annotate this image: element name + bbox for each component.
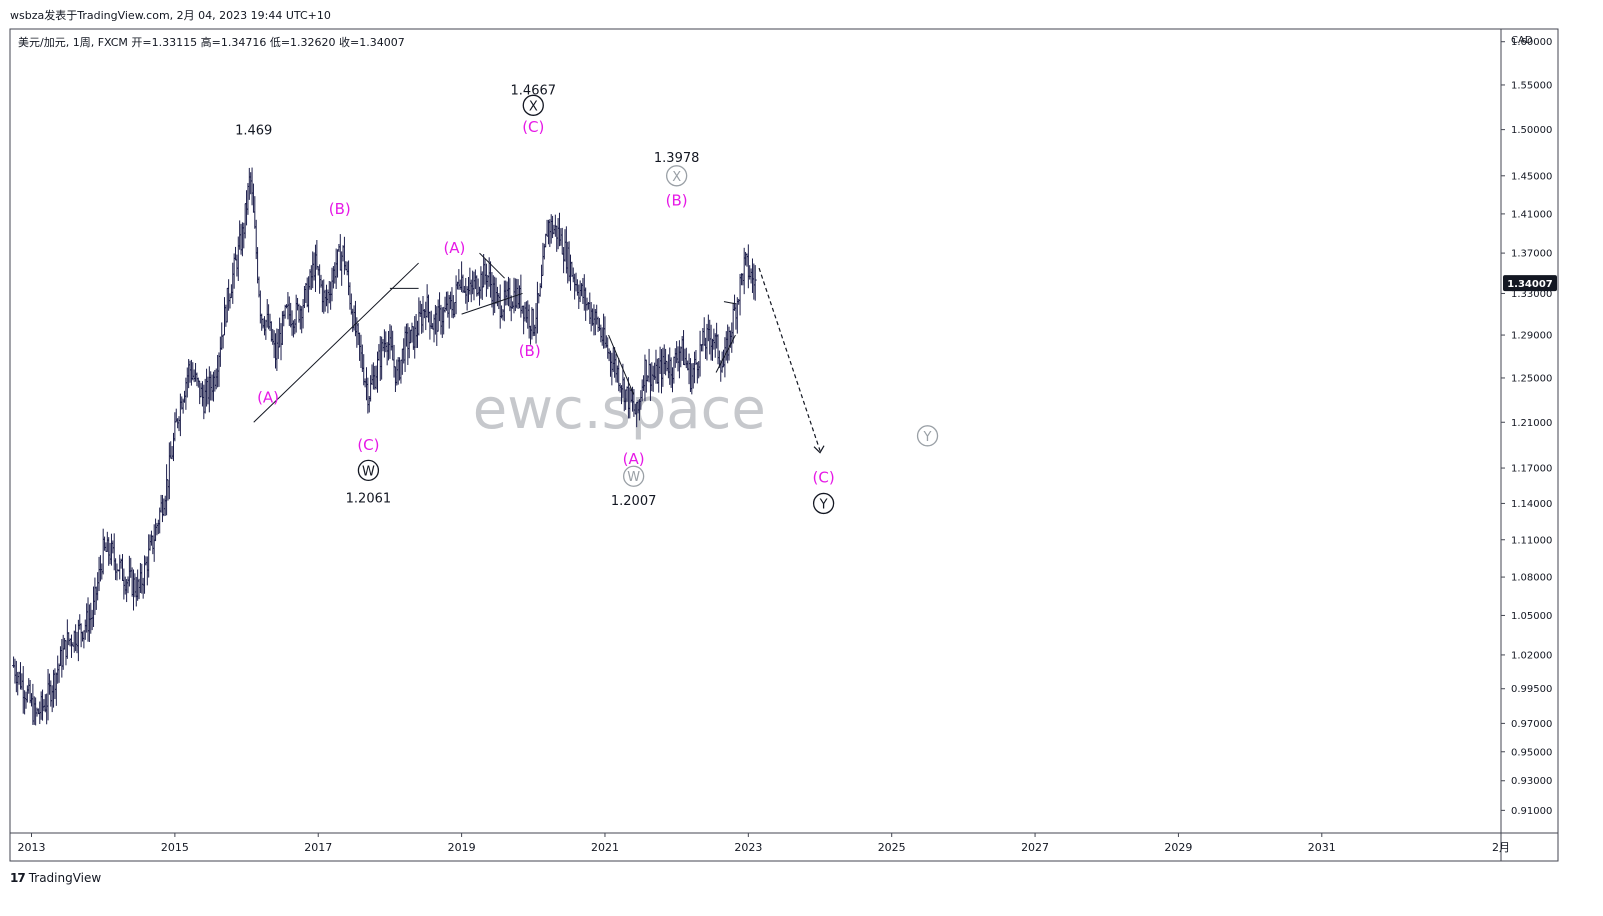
price-annotation: 1.2007: [611, 494, 657, 509]
wave-label: (C): [522, 118, 544, 136]
x-tick-label: 2025: [878, 841, 906, 854]
y-tick-label: 1.14000: [1511, 499, 1552, 510]
wave-trendline: [723, 301, 736, 305]
wave-label: (B): [329, 200, 351, 218]
wave-label: (A): [443, 239, 465, 257]
currency-label: CAD: [1511, 35, 1533, 46]
publisher-name[interactable]: wsbza发表于TradingView.com: [10, 9, 170, 22]
wave-trendline: [253, 262, 419, 423]
x-tick-label: 2023: [734, 841, 762, 854]
wave-circle-marker: [622, 465, 645, 487]
x-tick-label: 2月: [1492, 841, 1510, 854]
x-tick-label: 2027: [1021, 841, 1049, 854]
y-tick-label: 1.45000: [1511, 171, 1552, 182]
y-tick-label: 0.91000: [1511, 806, 1552, 817]
x-tick-label: 2013: [18, 841, 46, 854]
y-tick-label: 1.41000: [1511, 209, 1552, 220]
y-tick-label: 1.60000: [1511, 37, 1552, 48]
symbol-legend: 美元/加元, 1周, FXCM 开=1.33115 高=1.34716 低=1.…: [18, 36, 405, 49]
y-tick-label: 1.11000: [1511, 535, 1552, 546]
tradingview-logo-icon: 17: [10, 871, 26, 885]
publish-info: wsbza发表于TradingView.com, 2月 04, 2023 19:…: [10, 9, 331, 22]
wave-circle-marker: [916, 425, 939, 447]
publish-timestamp: 2月 04, 2023 19:44 UTC+10: [176, 9, 331, 22]
wave-label: (C): [813, 468, 835, 486]
y-tick-label: 0.95000: [1511, 747, 1552, 758]
projection-arrowhead: [813, 445, 825, 454]
wave-circle-label: W: [362, 464, 375, 479]
brand-footer[interactable]: 17 TradingView: [10, 871, 101, 885]
y-tick-label: 1.02000: [1511, 650, 1552, 661]
wave-label: (C): [357, 436, 379, 454]
x-tick-label: 2017: [304, 841, 332, 854]
y-tick-label: 0.93000: [1511, 776, 1552, 787]
wave-trendline: [608, 334, 635, 395]
wave-label: (A): [257, 389, 279, 407]
x-tick-label: 2019: [448, 841, 476, 854]
y-tick-label: 1.21000: [1511, 418, 1552, 429]
y-tick-label: 1.25000: [1511, 373, 1552, 384]
x-tick-label: 2021: [591, 841, 619, 854]
chart-frame: [9, 28, 1559, 862]
wave-trendline: [479, 252, 505, 279]
y-tick-label: 1.17000: [1511, 464, 1552, 475]
wave-trendline: [461, 292, 523, 315]
last-price-badge: [1503, 275, 1557, 292]
wave-circle-label: X: [529, 99, 538, 114]
y-tick-label: 1.29000: [1511, 331, 1552, 342]
wave-circle-label: W: [627, 470, 640, 485]
wave-circle-label: Y: [923, 430, 932, 445]
wave-circle-label: X: [672, 170, 681, 185]
wave-label: (A): [623, 450, 645, 468]
wave-circle-label: Y: [819, 497, 828, 512]
wave-label: (B): [519, 342, 541, 360]
x-tick-label: 2031: [1308, 841, 1336, 854]
watermark: ewc.space: [473, 377, 766, 442]
wave-trendline: [715, 334, 736, 373]
y-tick-label: 0.99500: [1511, 684, 1552, 695]
y-tick-label: 1.55000: [1511, 80, 1552, 91]
x-tick-label: 2015: [161, 841, 189, 854]
y-tick-label: 0.97000: [1511, 719, 1552, 730]
wave-circle-marker: [812, 492, 835, 515]
wave-circle-marker: [357, 459, 380, 482]
y-tick-label: 1.50000: [1511, 125, 1552, 136]
wave-circle-marker: [665, 165, 688, 187]
x-tick-label: 2029: [1164, 841, 1192, 854]
y-tick-label: 1.08000: [1511, 573, 1552, 584]
price-annotation: 1.3978: [654, 151, 700, 166]
y-tick-label: 1.05000: [1511, 611, 1552, 622]
brand-name: TradingView: [28, 871, 102, 885]
y-tick-label: 1.37000: [1511, 249, 1552, 260]
wave-label: (B): [666, 191, 688, 209]
price-annotation: 1.2061: [346, 491, 392, 506]
wave-circle-marker: [522, 94, 544, 116]
y-tick-label: 1.33000: [1511, 289, 1552, 300]
price-annotation: 1.469: [235, 124, 272, 139]
projection-dashed-arrow: [758, 267, 821, 451]
last-price-label: 1.34007: [1507, 279, 1553, 290]
price-annotation: 1.4667: [511, 83, 557, 98]
